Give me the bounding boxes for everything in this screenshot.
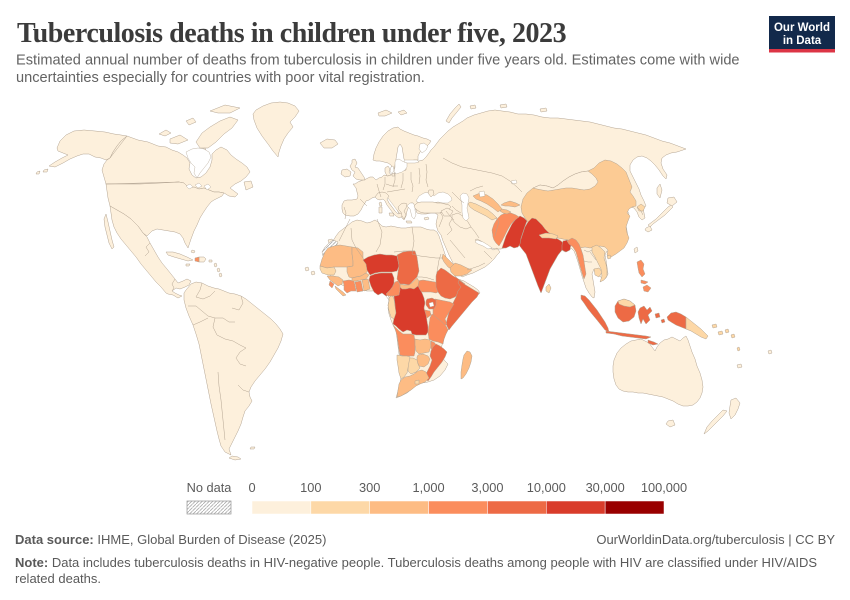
- svg-text:Estimated annual number of dea: Estimated annual number of deaths from t…: [16, 53, 740, 69]
- svg-text:300: 300: [359, 480, 380, 495]
- svg-text:OurWorldinData.org/tuberculosi: OurWorldinData.org/tuberculosis | CC BY: [596, 532, 835, 547]
- svg-text:Our World: Our World: [774, 22, 830, 34]
- svg-text:Note: Data includes tuberculos: Note: Data includes tuberculosis deaths …: [15, 555, 817, 570]
- svg-text:0: 0: [248, 480, 255, 495]
- svg-text:30,000: 30,000: [586, 480, 625, 495]
- svg-text:10,000: 10,000: [527, 480, 566, 495]
- svg-text:1,000: 1,000: [413, 480, 445, 495]
- svg-text:in Data: in Data: [783, 35, 822, 47]
- svg-text:related deaths.: related deaths.: [15, 571, 101, 586]
- svg-text:uncertainties especially for c: uncertainties especially for countries w…: [16, 70, 425, 86]
- svg-text:100,000: 100,000: [641, 480, 687, 495]
- svg-text:Tuberculosis deaths in childre: Tuberculosis deaths in children under fi…: [17, 18, 567, 49]
- svg-text:Data source: IHME, Global Burd: Data source: IHME, Global Burden of Dise…: [15, 532, 326, 547]
- svg-text:100: 100: [300, 480, 321, 495]
- svg-text:3,000: 3,000: [471, 480, 503, 495]
- svg-text:No data: No data: [187, 480, 233, 495]
